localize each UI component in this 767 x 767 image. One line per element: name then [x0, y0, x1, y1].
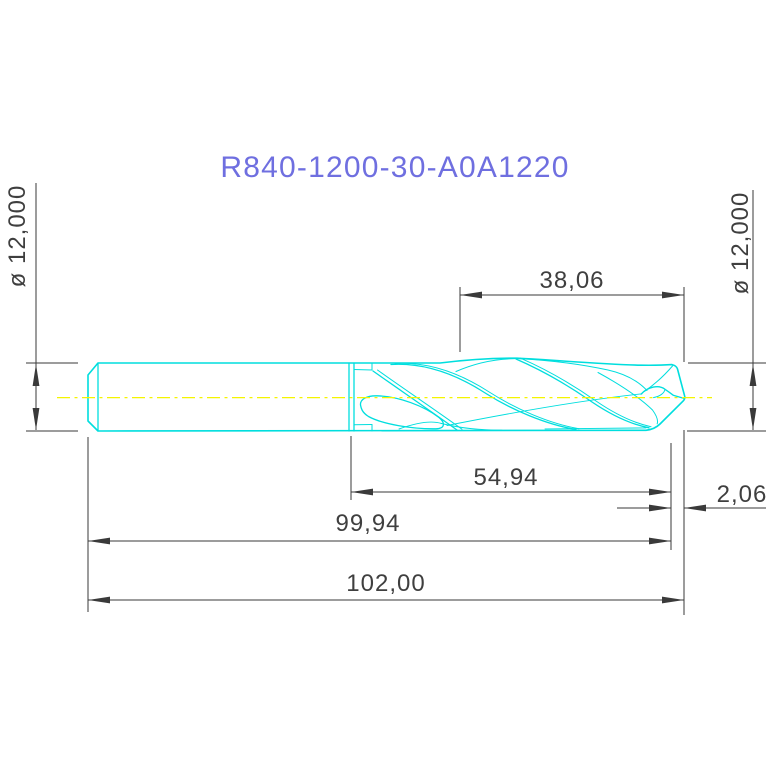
- part-number-title: R840-1200-30-A0A1220: [220, 151, 569, 184]
- dim-label-diameter-right: ø 12,000: [727, 192, 754, 295]
- arrow-right-icon: [662, 596, 684, 604]
- dim-label-38-06: 38,06: [539, 267, 604, 294]
- flute-runout-oval: [359, 395, 503, 431]
- dim-label-diameter-left: ø 12,000: [4, 185, 31, 288]
- dim-label-2-06: 2,06: [717, 481, 767, 508]
- arrow-right-icon: [662, 291, 684, 299]
- arrow-down-icon: [32, 408, 40, 430]
- drill-outline: [87, 357, 686, 432]
- drill-point-details: [597, 365, 685, 425]
- arrow-right-icon: [649, 537, 671, 545]
- arrow-up-icon: [32, 364, 40, 386]
- dimension-54-94: 54,94: [350, 436, 671, 500]
- dimension-2-06: 2,06: [617, 481, 767, 512]
- dimensions-layer: ø 12,000 ø 12,000 38,06 54,94: [4, 183, 767, 615]
- arrow-left-icon: [88, 537, 110, 545]
- arrow-left-icon: [684, 504, 706, 512]
- dimension-diameter-left: ø 12,000: [4, 183, 78, 432]
- arrow-left-icon: [351, 488, 373, 496]
- dimension-diameter-right: ø 12,000: [687, 190, 766, 432]
- arrow-right-icon: [649, 488, 671, 496]
- arrow-left-icon: [88, 596, 110, 604]
- arrow-down-icon: [749, 408, 757, 430]
- flute-helix-lines: [372, 357, 652, 431]
- arrow-right-icon: [649, 504, 671, 512]
- arrow-up-icon: [749, 364, 757, 386]
- dim-label-54-94: 54,94: [473, 464, 538, 491]
- drill-drawing: [87, 357, 686, 432]
- dim-label-102-00: 102,00: [346, 570, 425, 597]
- shank-junction-lines: [348, 362, 373, 432]
- arrow-left-icon: [460, 291, 482, 299]
- dim-label-99-94: 99,94: [335, 510, 400, 537]
- dimension-38-06: 38,06: [459, 267, 685, 362]
- dimension-99-94: 99,94: [87, 437, 671, 612]
- dimension-102-00: 102,00: [88, 570, 684, 604]
